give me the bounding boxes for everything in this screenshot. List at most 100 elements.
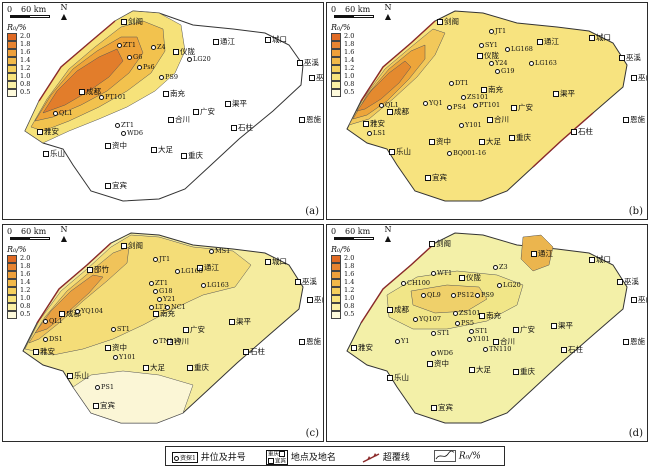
ro-zone-south-low <box>72 370 194 424</box>
legend-bin: 1.0 <box>331 294 365 303</box>
panel-label: (c) <box>305 428 319 439</box>
city-marker-icon <box>513 327 519 333</box>
city-marker-icon <box>425 175 431 181</box>
basin-map-b <box>346 10 628 202</box>
legend-bin-label: 2.0 <box>344 254 355 262</box>
place-label: 南充 <box>479 311 501 320</box>
well-marker-icon <box>459 122 464 128</box>
scale-bar-graphic <box>334 15 374 18</box>
legend-bin: 1.8 <box>331 262 365 271</box>
well-marker-icon <box>121 130 126 136</box>
legend-thrust-label: 超覆线 <box>382 453 410 463</box>
well-label: ZT1 <box>149 279 168 287</box>
well-marker-icon <box>165 304 170 310</box>
well-label: PS12 <box>451 291 474 299</box>
place-label: 宜宾 <box>425 173 447 182</box>
legend-title: R₀/% <box>331 23 351 32</box>
well-label: LG168 <box>175 267 203 275</box>
place-label: 重庆 <box>187 363 209 372</box>
north-arrow: N ▲ <box>384 225 392 243</box>
well-label: Z3 <box>493 263 508 271</box>
well-marker-icon <box>175 268 180 274</box>
legend-bin-label: 0.8 <box>20 302 31 310</box>
place-label: 通江 <box>537 37 559 46</box>
scale-zero: 0 <box>7 227 13 236</box>
legend-bin: 1.8 <box>7 40 41 49</box>
legend-bin-label: 1.6 <box>344 48 355 56</box>
ro-zone-1.2 <box>24 234 252 356</box>
legend-bin-label: 1.0 <box>344 294 355 302</box>
place-label: 宜宾 <box>93 401 115 410</box>
city-marker-icon <box>197 265 203 271</box>
legend-bin: 2.0 <box>7 254 41 263</box>
city-marker-icon <box>481 87 487 93</box>
city-marker-icon <box>307 297 313 303</box>
legend-swatch <box>7 295 17 303</box>
well-marker-icon <box>453 310 458 316</box>
well-label: Y101 <box>459 121 482 129</box>
city-marker-icon <box>67 373 73 379</box>
place-label: 广安 <box>513 325 535 334</box>
place-label: 石柱 <box>231 123 253 132</box>
thrust-line <box>360 20 594 168</box>
legend-title: R₀/% <box>331 245 351 254</box>
well-marker-icon <box>153 256 158 262</box>
legend-bin: 1.4 <box>331 278 365 287</box>
city-marker-icon <box>143 365 149 371</box>
well-marker-icon <box>449 80 454 86</box>
city-marker-icon <box>225 101 231 107</box>
place-label: 城口 <box>265 35 287 44</box>
city-marker-icon <box>265 259 271 265</box>
well-label: DS1 <box>43 335 63 343</box>
place-label: 恩施 <box>299 337 321 346</box>
city-marker-icon <box>229 319 235 325</box>
city-marker-icon <box>459 275 465 281</box>
place-label: 通江 <box>197 263 219 272</box>
city-marker-icon <box>551 323 557 329</box>
city-marker-icon <box>561 347 567 353</box>
well-marker-icon <box>43 318 48 324</box>
city-marker-icon <box>589 35 595 41</box>
well-marker-icon <box>447 150 452 156</box>
well-marker-icon <box>469 328 474 334</box>
legend-bin-label: 1.4 <box>344 56 355 64</box>
place-label: 乐山 <box>389 147 411 156</box>
well-marker-icon <box>113 354 118 360</box>
well-label: LG163 <box>529 59 557 67</box>
well-label: PS5 <box>455 319 474 327</box>
well-label: LG20 <box>497 281 521 289</box>
well-marker-icon <box>95 384 100 390</box>
well-marker-icon <box>157 296 162 302</box>
well-label: TN110 <box>483 345 511 353</box>
city-marker-icon <box>297 60 303 66</box>
legend-swatch <box>7 33 17 41</box>
well-label: Y21 <box>157 295 176 303</box>
well-marker-icon <box>447 104 452 110</box>
well-label: Y101 <box>113 353 136 361</box>
ro-legend: R₀/% 2.0 1.8 1.6 1.4 1.2 1.0 0.8 0.5 <box>331 23 365 97</box>
place-label: 通江 <box>213 37 235 46</box>
well-label: CH100 <box>401 279 430 287</box>
well-label: WD6 <box>431 349 453 357</box>
well-symbol-icon: 资探1 <box>172 452 198 463</box>
place-label: 重庆 <box>181 151 203 160</box>
city-marker-icon <box>479 313 485 319</box>
legend-swatch <box>331 57 341 65</box>
city-marker-icon <box>623 339 629 345</box>
well-marker-icon <box>137 64 142 70</box>
place-label: 城口 <box>265 257 287 266</box>
well-label: G18 <box>153 287 172 295</box>
legend-bin: 1.0 <box>7 294 41 303</box>
city-marker-icon <box>181 153 187 159</box>
city-marker-icon <box>553 91 559 97</box>
well-marker-icon <box>489 28 494 34</box>
legend-bin: 2.0 <box>7 32 41 41</box>
legend-bin: 1.6 <box>7 48 41 57</box>
legend-swatch <box>7 311 17 319</box>
well-marker-icon <box>461 94 466 100</box>
city-marker-icon <box>427 361 433 367</box>
well-label: ZT1 <box>115 121 134 129</box>
place-label: 雅安 <box>363 119 385 128</box>
well-label: LG20 <box>187 55 211 63</box>
scale-distance: 60 km <box>345 227 371 236</box>
